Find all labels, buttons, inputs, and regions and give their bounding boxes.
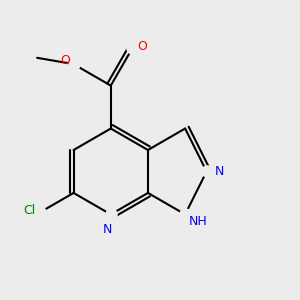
- Text: N: N: [103, 223, 112, 236]
- Text: NH: NH: [188, 214, 207, 227]
- Text: O: O: [137, 40, 147, 53]
- Text: N: N: [215, 165, 224, 178]
- Text: O: O: [60, 54, 70, 67]
- Text: Cl: Cl: [23, 204, 35, 217]
